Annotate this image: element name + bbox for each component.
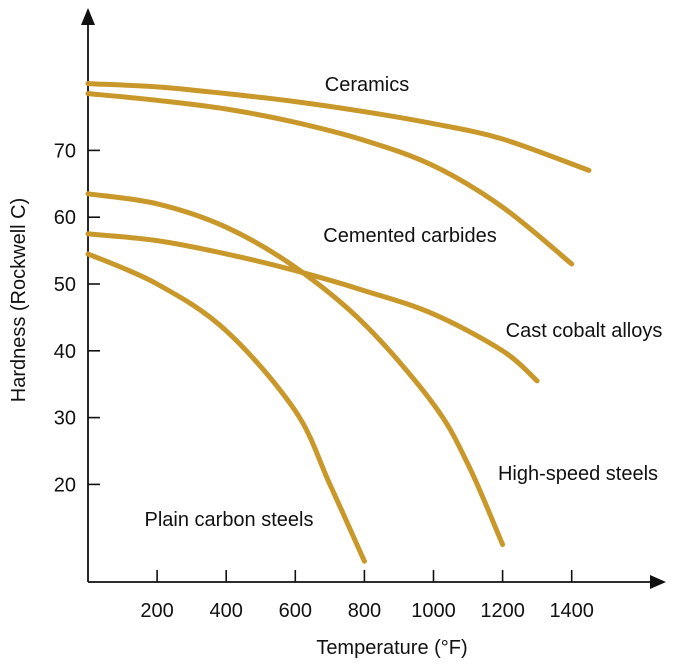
- series-label-high-speed-steels: High-speed steels: [498, 463, 658, 485]
- x-tick-label: 600: [279, 600, 312, 622]
- series-labels: Ceramics Cemented carbides Cast cobalt all…: [145, 74, 663, 531]
- series-label-cast-cobalt-alloys: Cast cobalt alloys: [506, 320, 663, 342]
- series-label-ceramics: Ceramics: [325, 74, 409, 96]
- ticks: 200 400 600 800 1000 1200 1400 20 30 40 50 60 70: [54, 140, 594, 622]
- x-tick-label: 400: [210, 600, 243, 622]
- x-axis-arrow: [650, 575, 666, 589]
- x-tick-label: 1000: [411, 600, 456, 622]
- y-axis-label: Hardness (Rockwell C): [8, 198, 30, 403]
- x-tick-label: 200: [140, 600, 173, 622]
- series-label-cemented-carbides: Cemented carbides: [323, 225, 496, 247]
- x-tick-label: 800: [348, 600, 381, 622]
- series-line-cemented-carbides: [85, 91, 575, 267]
- x-tick-label: 1200: [480, 600, 525, 622]
- y-tick-label: 50: [54, 274, 76, 296]
- series-line-plain-carbon-steels: [85, 251, 367, 564]
- curves: [85, 81, 592, 564]
- y-tick-label: 20: [54, 474, 76, 496]
- series-line-cast-cobalt-alloys: [85, 231, 540, 384]
- x-axis-label: Temperature (°F): [316, 637, 467, 659]
- series-line-high-speed-steels: [85, 191, 506, 547]
- y-tick-label: 70: [54, 140, 76, 162]
- y-tick-label: 40: [54, 341, 76, 363]
- series-line-ceramics: [85, 81, 592, 173]
- y-tick-label: 60: [54, 207, 76, 229]
- x-tick-label: 1400: [549, 600, 594, 622]
- series-label-plain-carbon-steels: Plain carbon steels: [145, 509, 314, 531]
- axes: [81, 8, 666, 589]
- y-tick-label: 30: [54, 408, 76, 430]
- y-axis-arrow: [81, 8, 95, 25]
